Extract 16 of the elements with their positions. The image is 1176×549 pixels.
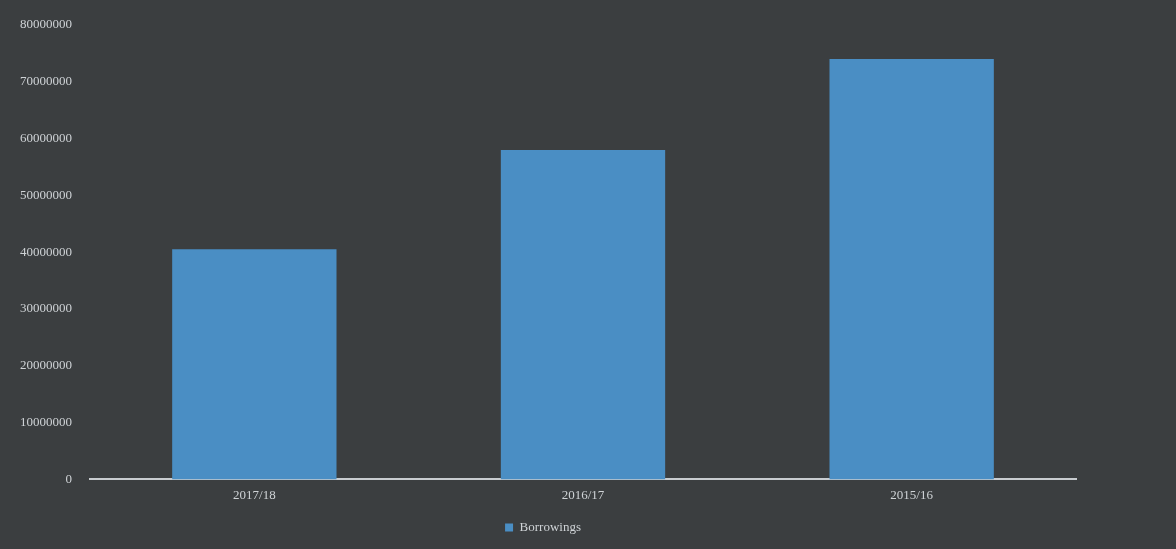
y-tick-label: 80000000 <box>20 16 72 32</box>
y-tick-label: 20000000 <box>20 357 72 373</box>
y-tick-label: 30000000 <box>20 300 72 316</box>
y-tick-label: 60000000 <box>20 130 72 146</box>
legend-label: Borrowings <box>519 518 581 534</box>
y-tick-label: 10000000 <box>20 414 72 430</box>
y-tick-label: 50000000 <box>20 186 72 202</box>
y-tick-label: 0 <box>65 470 72 486</box>
y-tick-label: 70000000 <box>20 73 72 89</box>
bar <box>829 59 994 480</box>
y-tick-label: 40000000 <box>20 243 72 259</box>
x-tick-label: 2016/17 <box>561 486 605 502</box>
x-tick-label: 2017/18 <box>233 486 276 502</box>
bar <box>500 149 666 480</box>
x-tick-label: 2015/16 <box>890 486 934 502</box>
bar <box>172 249 337 480</box>
